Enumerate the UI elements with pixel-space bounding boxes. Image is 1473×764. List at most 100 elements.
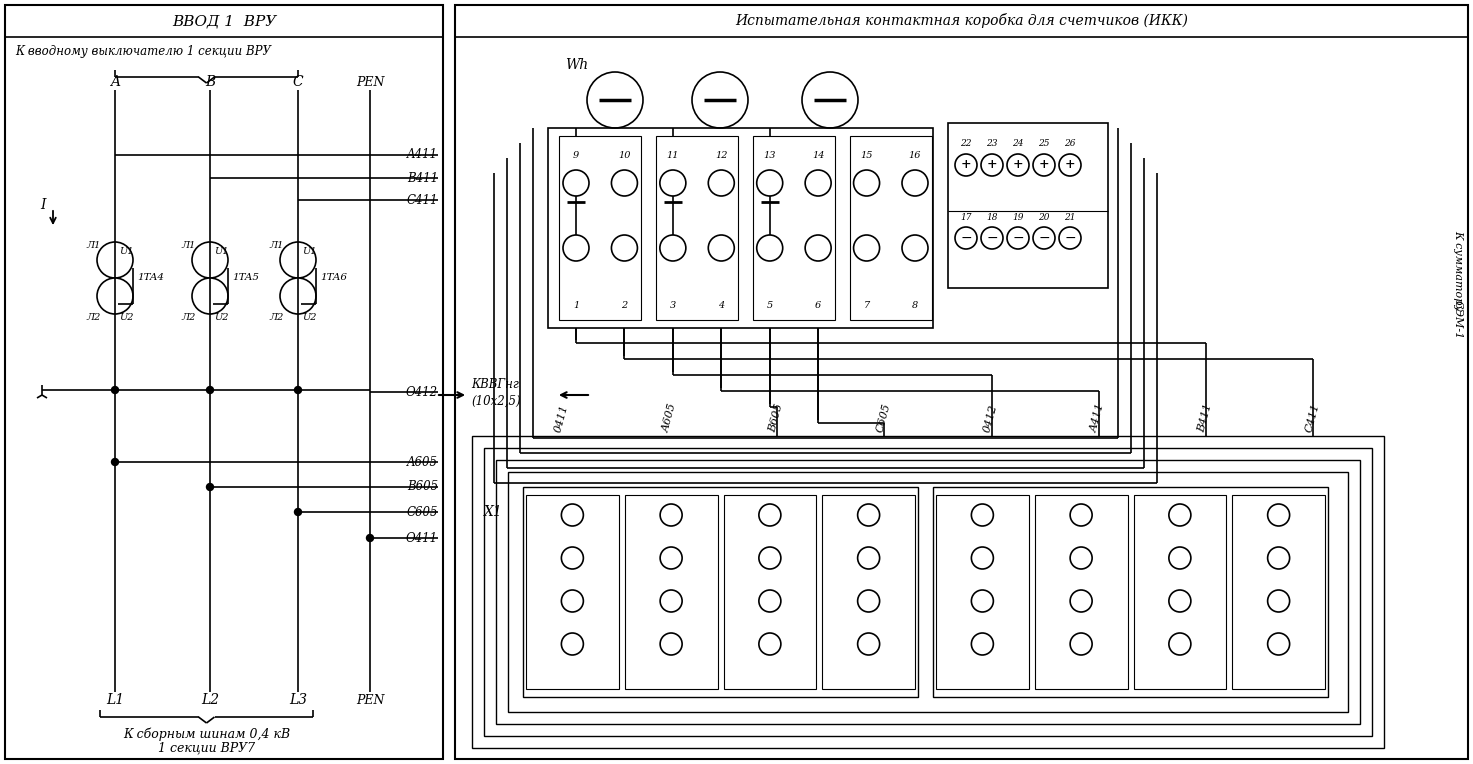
Text: L1: L1 (106, 693, 124, 707)
Circle shape (801, 72, 857, 128)
Text: L3: L3 (289, 693, 306, 707)
Circle shape (611, 235, 638, 261)
Circle shape (191, 242, 228, 278)
Circle shape (1268, 590, 1290, 612)
Text: В411: В411 (1196, 403, 1214, 434)
Text: К сборным шинам 0,4 кВ: К сборным шинам 0,4 кВ (122, 727, 290, 741)
Bar (455, 5, 1469, 759)
Text: +: + (1038, 158, 1049, 171)
Text: PEN: PEN (356, 694, 384, 707)
Circle shape (611, 170, 638, 196)
Bar (508, 472, 1348, 712)
Bar (548, 128, 932, 328)
Bar (932, 487, 1329, 697)
Text: 26: 26 (1065, 138, 1075, 147)
Text: 16: 16 (909, 151, 921, 160)
Text: U1: U1 (214, 247, 228, 255)
Circle shape (112, 458, 118, 465)
Text: СЭМ-1: СЭМ-1 (1452, 300, 1463, 340)
Text: U2: U2 (214, 312, 228, 322)
Circle shape (955, 227, 977, 249)
Circle shape (561, 633, 583, 655)
Circle shape (1170, 504, 1190, 526)
Circle shape (901, 170, 928, 196)
Circle shape (191, 278, 228, 314)
Text: Л2: Л2 (270, 312, 284, 322)
Text: C411: C411 (407, 193, 437, 206)
Bar (496, 460, 1360, 724)
Circle shape (857, 504, 879, 526)
Bar (1034, 495, 1127, 689)
Circle shape (1170, 547, 1190, 569)
Circle shape (1008, 227, 1030, 249)
Text: (10х2,5): (10х2,5) (471, 394, 520, 407)
Text: 19: 19 (1012, 213, 1024, 222)
Text: C605: C605 (407, 506, 437, 519)
Bar (526, 495, 619, 689)
Text: 11: 11 (667, 151, 679, 160)
Text: −: − (960, 231, 972, 245)
Circle shape (1059, 154, 1081, 176)
Text: А605: А605 (660, 403, 678, 434)
Circle shape (971, 590, 993, 612)
Bar (471, 436, 1385, 748)
Text: 13: 13 (763, 151, 776, 160)
Text: КВВГнг: КВВГнг (471, 377, 518, 390)
Text: +: + (1013, 158, 1024, 171)
Text: −: − (1064, 231, 1075, 245)
Circle shape (759, 504, 781, 526)
Text: Л1: Л1 (181, 241, 196, 250)
Text: A: A (110, 75, 119, 89)
Circle shape (1170, 633, 1190, 655)
Text: Л2: Л2 (181, 312, 196, 322)
Text: A411: A411 (407, 148, 437, 161)
Circle shape (709, 235, 734, 261)
Text: O411: O411 (407, 532, 437, 545)
Text: 1TA6: 1TA6 (320, 274, 348, 283)
Circle shape (692, 72, 748, 128)
Text: В605: В605 (767, 403, 785, 434)
Circle shape (1069, 504, 1091, 526)
Text: 0411: 0411 (554, 404, 570, 434)
Circle shape (563, 170, 589, 196)
Text: 23: 23 (987, 138, 997, 147)
Text: 2: 2 (622, 302, 627, 310)
Bar (822, 495, 915, 689)
Text: +: + (960, 158, 971, 171)
Circle shape (1008, 154, 1030, 176)
Text: ВВОД 1  ВРУ: ВВОД 1 ВРУ (172, 14, 275, 28)
Bar (850, 136, 932, 320)
Bar (1233, 495, 1326, 689)
Circle shape (660, 504, 682, 526)
Text: B: B (205, 75, 215, 89)
Circle shape (97, 278, 133, 314)
Circle shape (1069, 590, 1091, 612)
Text: А411: А411 (1089, 403, 1106, 434)
Bar (558, 136, 641, 320)
Circle shape (112, 243, 118, 249)
Text: U2: U2 (302, 312, 317, 322)
Text: 3: 3 (670, 302, 676, 310)
Circle shape (1059, 227, 1081, 249)
Circle shape (759, 590, 781, 612)
Bar (723, 495, 816, 689)
Bar (1134, 495, 1226, 689)
Text: O412: O412 (407, 386, 437, 399)
Bar (4, 5, 443, 759)
Text: X1: X1 (485, 505, 502, 519)
Text: Л1: Л1 (87, 241, 102, 250)
Circle shape (112, 387, 118, 393)
Text: 12: 12 (714, 151, 728, 160)
Circle shape (971, 547, 993, 569)
Circle shape (367, 535, 374, 542)
Circle shape (660, 547, 682, 569)
Circle shape (709, 170, 734, 196)
Bar (935, 495, 1028, 689)
Circle shape (1268, 547, 1290, 569)
Text: 20: 20 (1038, 213, 1050, 222)
Text: 7: 7 (863, 302, 869, 310)
Circle shape (561, 590, 583, 612)
Text: 22: 22 (960, 138, 972, 147)
Circle shape (757, 170, 782, 196)
Circle shape (660, 235, 686, 261)
